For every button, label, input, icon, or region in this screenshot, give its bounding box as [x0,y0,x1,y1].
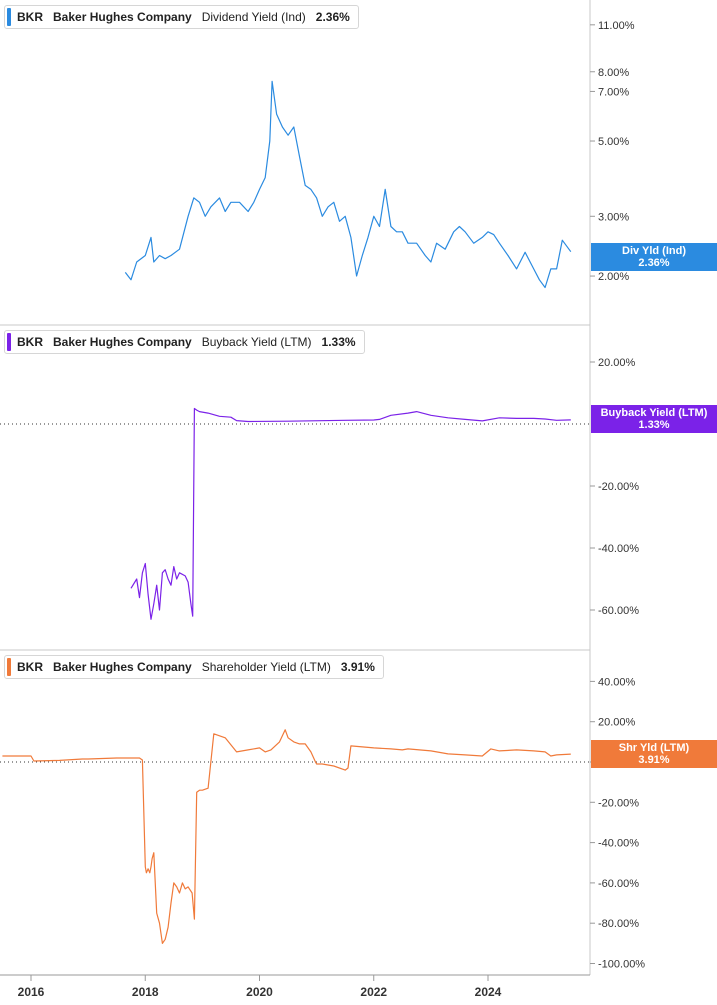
legend-metric: Dividend Yield (Ind) [201,10,306,24]
series-line-2 [2,729,571,945]
y-tick-label: 40.00% [598,676,636,688]
y-tick-label: -100.00% [598,959,645,971]
series-swatch-dividend [7,8,11,26]
y-tick-label: -20.00% [598,481,639,493]
y-tick-label: 20.00% [598,357,636,369]
legend-company: Baker Hughes Company [53,335,192,349]
x-tick-label: 2016 [18,985,45,999]
y-tick-label: 3.00% [598,211,629,223]
legend-metric: Buyback Yield (LTM) [201,335,312,349]
y-tick-label: 8.00% [598,67,629,79]
x-tick-label: 2022 [360,985,387,999]
series-swatch-buyback [7,333,11,351]
y-tick-label: 2.00% [598,271,629,283]
tag-value: 3.91% [638,754,670,766]
last-value-tag-buyback: Buyback Yield (LTM) 1.33% [591,405,717,433]
y-tick-label: -20.00% [598,797,639,809]
legend-value: 3.91% [340,660,375,674]
series-line-1 [130,407,571,620]
legend-company: Baker Hughes Company [53,10,192,24]
y-tick-label: 7.00% [598,86,629,98]
y-tick-label: 5.00% [598,136,629,148]
tag-label: Buyback Yield (LTM) [600,407,708,419]
y-tick-label: 20.00% [598,717,636,729]
y-tick-label: -80.00% [598,918,639,930]
y-tick-label: -40.00% [598,838,639,850]
legend-ticker: BKR [17,335,43,349]
y-tick-label: -60.00% [598,878,639,890]
tag-label: Div Yld (Ind) [622,245,686,257]
legend-ticker: BKR [17,10,43,24]
x-tick-label: 2020 [246,985,273,999]
last-value-tag-shareholder: Shr Yld (LTM) 3.91% [591,740,717,768]
last-value-tag-dividend: Div Yld (Ind) 2.36% [591,243,717,271]
tag-value: 2.36% [638,257,670,269]
series-swatch-shareholder [7,658,11,676]
y-tick-label: -40.00% [598,543,639,555]
tag-label: Shr Yld (LTM) [618,742,690,754]
x-tick-label: 2024 [475,985,502,999]
legend-ticker: BKR [17,660,43,674]
y-tick-label: 11.00% [598,20,635,32]
x-tick-label: 2018 [132,985,159,999]
legend-buyback-yield: BKR Baker Hughes Company Buyback Yield (… [4,330,365,354]
series-line-0 [124,80,572,289]
legend-value: 1.33% [321,335,356,349]
legend-company: Baker Hughes Company [53,660,192,674]
legend-dividend-yield: BKR Baker Hughes Company Dividend Yield … [4,5,359,29]
legend-shareholder-yield: BKR Baker Hughes Company Shareholder Yie… [4,655,384,679]
legend-metric: Shareholder Yield (LTM) [201,660,331,674]
tag-value: 1.33% [638,419,670,431]
legend-value: 2.36% [315,10,350,24]
y-tick-label: -60.00% [598,605,639,617]
